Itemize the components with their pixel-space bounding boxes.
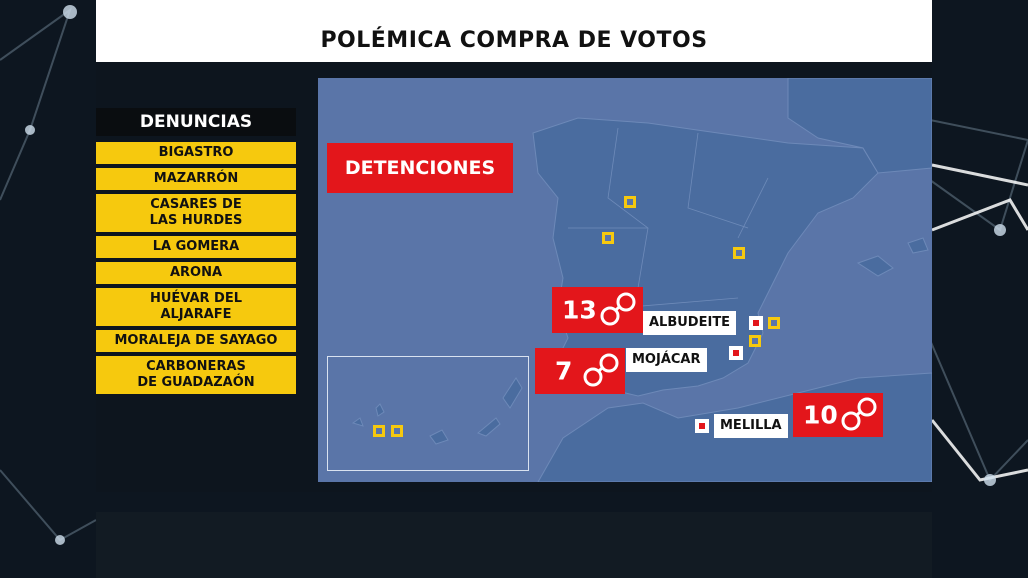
detention-marker (749, 316, 763, 330)
detention-count-melilla: 10 (793, 393, 883, 437)
detention-count-albudeite: 13 (552, 287, 643, 333)
denuncia-marker (602, 232, 614, 244)
france-landmass (787, 78, 932, 174)
denuncia-marker (373, 425, 385, 437)
handcuffs-icon (583, 353, 619, 387)
denuncia-marker (391, 425, 403, 437)
canary-islands (351, 377, 523, 445)
list-item: CARBONERAS DE GUADAZAÓN (96, 356, 296, 394)
denuncias-list: BIGASTRO MAZARRÓN CASARES DE LAS HURDES … (96, 142, 296, 398)
place-label-melilla: MELILLA (714, 414, 788, 438)
canary-inset-frame (327, 356, 529, 471)
list-item: MORALEJA DE SAYAGO (96, 330, 296, 352)
list-item: HUÉVAR DEL ALJARAFE (96, 288, 296, 326)
list-item: LA GOMERA (96, 236, 296, 258)
page-title: POLÉMICA COMPRA DE VOTOS (320, 28, 708, 53)
list-item: ARONA (96, 262, 296, 284)
detention-count-mojacar: 7 (535, 348, 625, 394)
denuncia-marker (768, 317, 780, 329)
detention-marker (695, 419, 709, 433)
list-item: MAZARRÓN (96, 168, 296, 190)
denuncias-heading: DENUNCIAS (96, 108, 296, 136)
count-value: 13 (562, 295, 597, 325)
handcuffs-icon (841, 397, 877, 431)
place-label-albudeite: ALBUDEITE (643, 311, 737, 335)
place-label-mojacar: MOJÁCAR (626, 348, 707, 372)
detenciones-label: DETENCIONES (327, 143, 513, 193)
balearic-islands (856, 237, 929, 277)
handcuffs-icon (600, 292, 636, 326)
list-item: BIGASTRO (96, 142, 296, 164)
lower-third-bar (96, 512, 932, 578)
detention-marker (729, 346, 743, 360)
count-value: 10 (803, 400, 838, 430)
denuncia-marker (749, 335, 761, 347)
list-item: CASARES DE LAS HURDES (96, 194, 296, 232)
title-bar: POLÉMICA COMPRA DE VOTOS (96, 0, 932, 62)
denuncia-marker (733, 247, 745, 259)
denuncia-marker (624, 196, 636, 208)
count-value: 7 (555, 356, 573, 386)
